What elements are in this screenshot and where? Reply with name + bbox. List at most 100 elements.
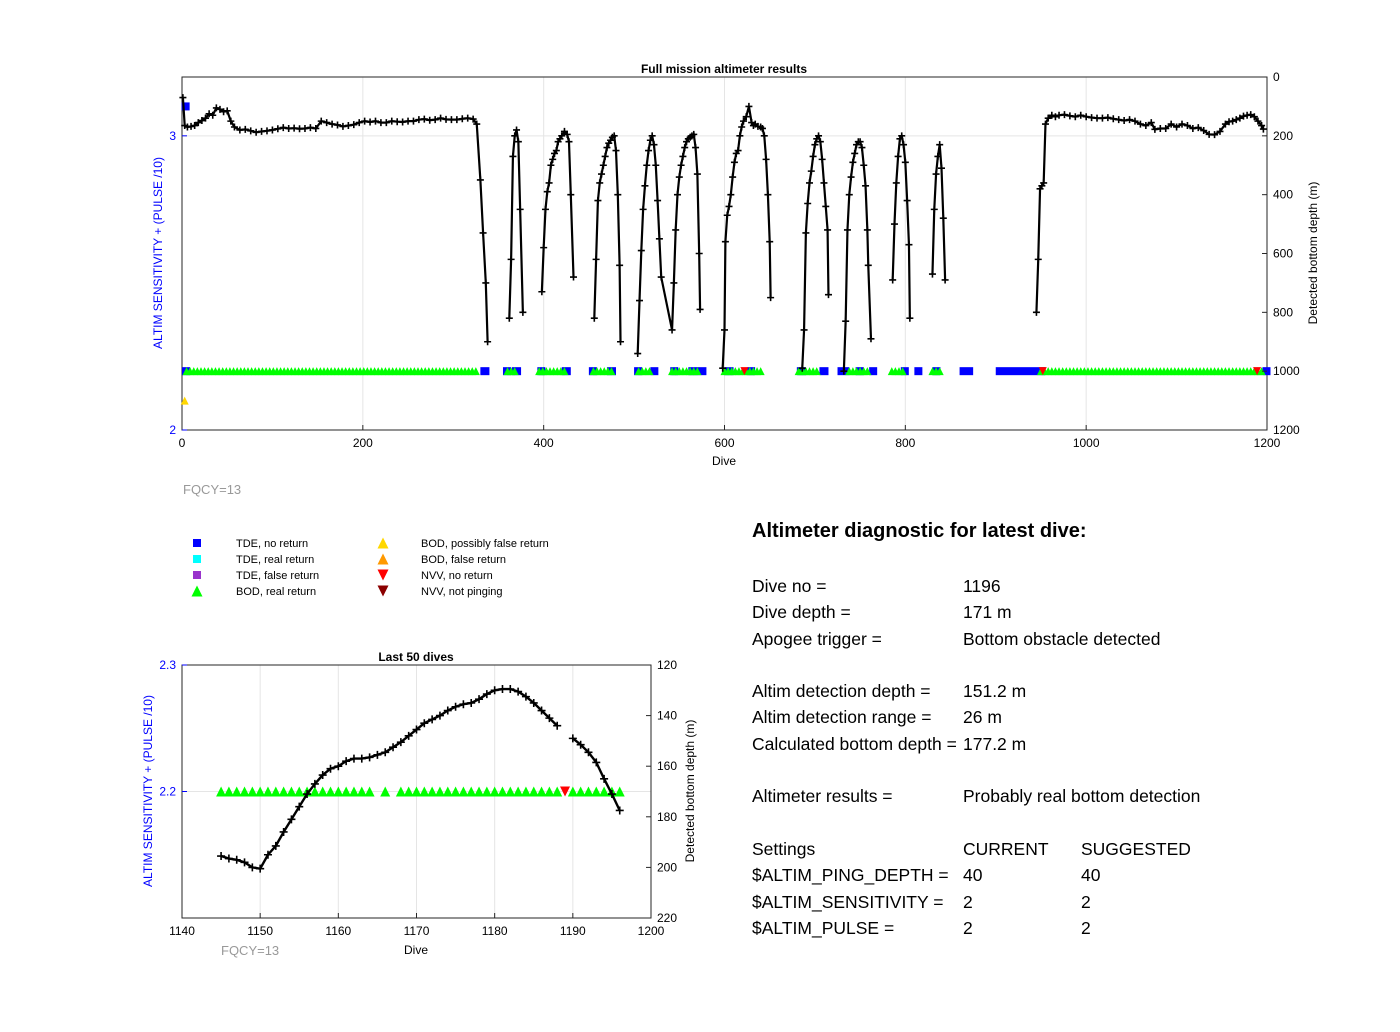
depth-point (263, 850, 272, 859)
depth-point (529, 698, 538, 707)
depth-point (730, 158, 738, 166)
depth-point (1216, 127, 1224, 135)
x-tick-label: 1150 (247, 924, 273, 938)
depth-point (223, 107, 231, 115)
status-marker (270, 786, 281, 797)
depth-point (815, 132, 823, 140)
depth-point (490, 686, 499, 695)
depth-point (692, 144, 700, 152)
x-tick-label: 200 (353, 436, 373, 450)
apogee-trigger-row: Apogee trigger = Bottom obstacle detecte… (752, 626, 1372, 652)
y-right-tick-label: 220 (657, 911, 677, 925)
depth-point (645, 147, 653, 155)
depth-point (729, 173, 737, 181)
depth-point (241, 125, 249, 133)
depth-point (232, 855, 241, 864)
status-marker (863, 367, 872, 376)
status-run (480, 367, 490, 376)
x-tick-label: 1190 (560, 924, 586, 938)
depth-point (310, 779, 319, 788)
depth-point (677, 161, 685, 169)
y-right-tick-label: 120 (657, 658, 677, 672)
depth-point (864, 261, 872, 269)
depth-point (263, 127, 271, 135)
inset-status-markers (216, 786, 625, 797)
y-right-tick-label: 1000 (1273, 364, 1300, 378)
depth-point (334, 762, 343, 771)
depth-point (938, 164, 945, 172)
depth-point (475, 695, 484, 704)
status-marker (239, 786, 250, 797)
y-right-tick-label: 200 (1273, 129, 1293, 143)
status-marker (317, 786, 328, 797)
depth-point (187, 122, 195, 130)
altim-detection-depth-label: Altim detection depth = (752, 681, 931, 702)
depth-point (1048, 111, 1056, 119)
depth-point (941, 276, 949, 284)
status-marker (309, 786, 320, 797)
legend-marker (193, 555, 201, 563)
depth-point (842, 317, 850, 325)
status-run (914, 367, 923, 376)
status-marker (255, 786, 266, 797)
status-marker (216, 786, 227, 797)
depth-point (1200, 127, 1208, 135)
depth-point (1131, 117, 1139, 125)
status-marker (614, 786, 625, 797)
depth-point (742, 113, 750, 121)
depth-point (652, 161, 660, 169)
depth-point (1211, 131, 1219, 139)
calculated-bottom-depth-row: Calculated bottom depth = 177.2 m (752, 731, 1372, 757)
depth-point (721, 326, 728, 334)
dive-depth-row: Dive depth = 171 m (752, 599, 1372, 625)
depth-point (657, 273, 665, 281)
depth-point (592, 255, 600, 263)
altim-detection-depth-value: 151.2 m (963, 681, 1027, 702)
depth-point (719, 364, 727, 372)
depth-point (519, 308, 527, 316)
depth-point (679, 152, 687, 160)
depth-point (479, 229, 487, 237)
depth-point (565, 138, 573, 146)
depth-point (889, 276, 897, 284)
status-run (819, 367, 829, 376)
status-marker (262, 786, 273, 797)
depth-point (1229, 117, 1237, 125)
status-marker (1253, 367, 1262, 376)
depth-point (822, 202, 830, 210)
depth-point (334, 121, 342, 129)
x-tick-label: 0 (179, 436, 186, 450)
depth-point (760, 132, 768, 140)
depth-point (547, 161, 555, 169)
depth-point (723, 211, 731, 219)
depth-point (506, 685, 515, 694)
status-marker (481, 786, 492, 797)
depth-point (1060, 111, 1068, 119)
depth-point (568, 734, 577, 743)
status-marker (348, 786, 359, 797)
depth-point (890, 220, 898, 228)
depth-point (596, 179, 604, 187)
depth-point (1136, 120, 1144, 128)
depth-point (420, 115, 428, 123)
depth-point (549, 155, 557, 163)
depth-point (1147, 119, 1155, 127)
status-marker (560, 786, 571, 797)
status-marker (528, 786, 539, 797)
status-marker (536, 786, 547, 797)
depth-point (939, 214, 947, 222)
status-marker (505, 786, 516, 797)
depth-point (467, 698, 476, 707)
status-run (959, 367, 974, 376)
depth-point (570, 273, 578, 281)
depth-point (1071, 113, 1079, 121)
depth-point (505, 314, 513, 322)
depth-point (1239, 112, 1247, 120)
x-tick-label: 1000 (1073, 436, 1100, 450)
y-right-tick-label: 800 (1273, 305, 1293, 319)
depth-point (1250, 113, 1258, 121)
legend-marker (191, 585, 203, 597)
depth-point (412, 725, 421, 734)
y-right-tick-label: 0 (1273, 70, 1280, 84)
